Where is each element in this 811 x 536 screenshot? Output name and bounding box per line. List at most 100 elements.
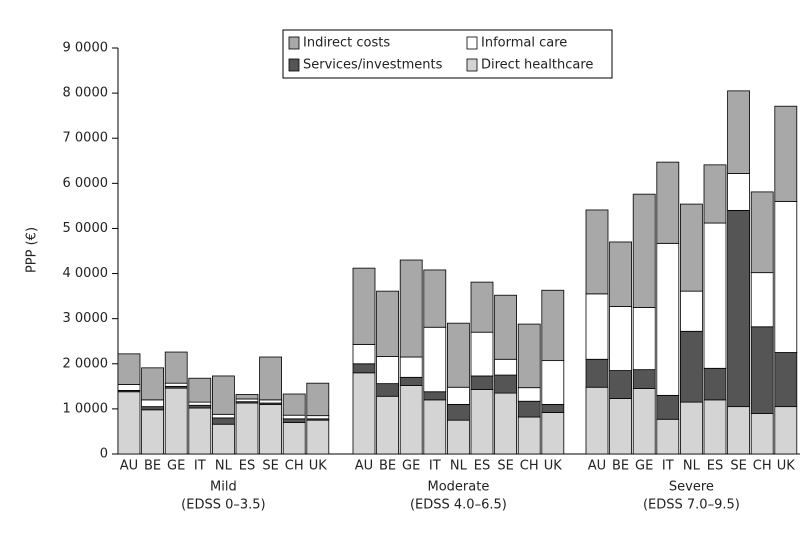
bar-segment <box>632 388 656 455</box>
x-tick-label: UK <box>544 459 563 474</box>
bar-segment <box>423 326 447 393</box>
legend-swatch <box>288 36 300 50</box>
bar-segment <box>235 394 259 400</box>
y-tick-label: 3 0000 <box>63 311 109 326</box>
x-tick-label: ES <box>707 459 723 474</box>
y-tick-label: 8 0000 <box>63 86 109 101</box>
bar-segment <box>211 417 235 425</box>
bar-segment <box>541 360 565 405</box>
bar-segment <box>609 306 632 371</box>
y-tick-label: 2 0000 <box>63 356 109 371</box>
bar-segment <box>656 242 680 396</box>
legend-label: Informal care <box>481 36 567 51</box>
bar-segment <box>306 382 330 417</box>
bar-segment <box>727 209 750 408</box>
bar-segment <box>703 367 727 401</box>
bar-segment <box>259 356 283 401</box>
bar-segment <box>282 414 306 420</box>
x-tick-label: SE <box>497 459 513 474</box>
x-tick-label: NL <box>215 459 233 474</box>
bar-segment <box>376 395 400 455</box>
bar-segment <box>470 375 494 390</box>
bar-segment <box>703 222 727 369</box>
legend-label: Services/investments <box>303 58 443 73</box>
bar-segment <box>541 403 565 413</box>
bar-segment <box>446 386 470 405</box>
bar-segment <box>282 393 306 416</box>
bar-segment <box>609 398 632 455</box>
x-tick-label: BE <box>612 459 629 474</box>
bar-segment <box>680 203 703 292</box>
bar-segment <box>235 398 259 403</box>
bar-segment <box>423 399 447 455</box>
bar-segment <box>306 415 330 420</box>
bar-segment <box>750 191 774 274</box>
bar-segment <box>494 374 518 394</box>
bar-segment <box>399 385 423 455</box>
bar-segment <box>141 409 165 455</box>
bar-segment <box>188 404 212 409</box>
bar-segment <box>352 343 376 365</box>
y-tick-label: 1 0000 <box>63 401 109 416</box>
bar-segment <box>306 419 330 455</box>
bar-segment <box>680 401 703 455</box>
bar-segment <box>609 241 632 307</box>
bar-segment <box>656 394 680 420</box>
x-tick-label: CH <box>285 459 304 474</box>
x-tick-label: UK <box>309 459 328 474</box>
bar-segment <box>376 383 400 397</box>
bar-segment <box>585 209 609 295</box>
bar-segment <box>541 289 565 362</box>
x-tick-label: ES <box>474 459 490 474</box>
y-tick-label: 9 0000 <box>63 41 109 56</box>
bar-segment <box>376 356 400 385</box>
y-tick-label: 4 0000 <box>63 266 109 281</box>
bar-segment <box>376 290 400 357</box>
legend-label: Indirect costs <box>303 36 390 51</box>
bar-segment <box>774 105 798 202</box>
bar-segment <box>446 322 470 388</box>
bar-segment <box>632 369 656 389</box>
bar-segment <box>517 323 541 389</box>
bar-segment <box>632 193 656 308</box>
bar-segment <box>211 413 235 419</box>
x-tick-label: BE <box>144 459 161 474</box>
bar-segment <box>141 406 165 411</box>
x-tick-label: IT <box>429 459 441 474</box>
bar-segment <box>680 290 703 332</box>
bar-segment <box>446 419 470 455</box>
group-label: Moderate <box>427 480 489 495</box>
x-tick-label: CH <box>520 459 539 474</box>
x-tick-label: NL <box>683 459 701 474</box>
bar-segment <box>117 391 141 455</box>
y-axis-label: PPP (€) <box>25 227 40 273</box>
bar-segment <box>727 406 750 455</box>
y-tick-label: 0 <box>100 447 108 462</box>
bar-segment <box>470 331 494 377</box>
bar-segment <box>470 389 494 455</box>
x-tick-label: AU <box>588 459 606 474</box>
bar-segment <box>188 407 212 455</box>
x-tick-label: AU <box>120 459 138 474</box>
legend <box>282 29 613 79</box>
bar-segment <box>141 367 165 401</box>
x-tick-label: IT <box>662 459 674 474</box>
bar-segment <box>585 358 609 388</box>
bar-segment <box>585 293 609 360</box>
bar-segment <box>446 403 470 421</box>
group-label: Mild <box>210 480 237 495</box>
x-tick-label: GE <box>167 459 185 474</box>
x-tick-label: SE <box>262 459 278 474</box>
bar-segment <box>211 375 235 415</box>
bar-segment <box>494 358 518 376</box>
bar-segment <box>164 387 188 455</box>
bar-segment <box>399 356 423 378</box>
bar-segment <box>774 352 798 408</box>
y-tick-label: 5 0000 <box>63 221 109 236</box>
bar-segment <box>117 384 141 391</box>
bar-segment <box>470 281 494 333</box>
bar-segment <box>656 418 680 455</box>
bar-segment <box>750 412 774 455</box>
bar-segment <box>750 272 774 328</box>
